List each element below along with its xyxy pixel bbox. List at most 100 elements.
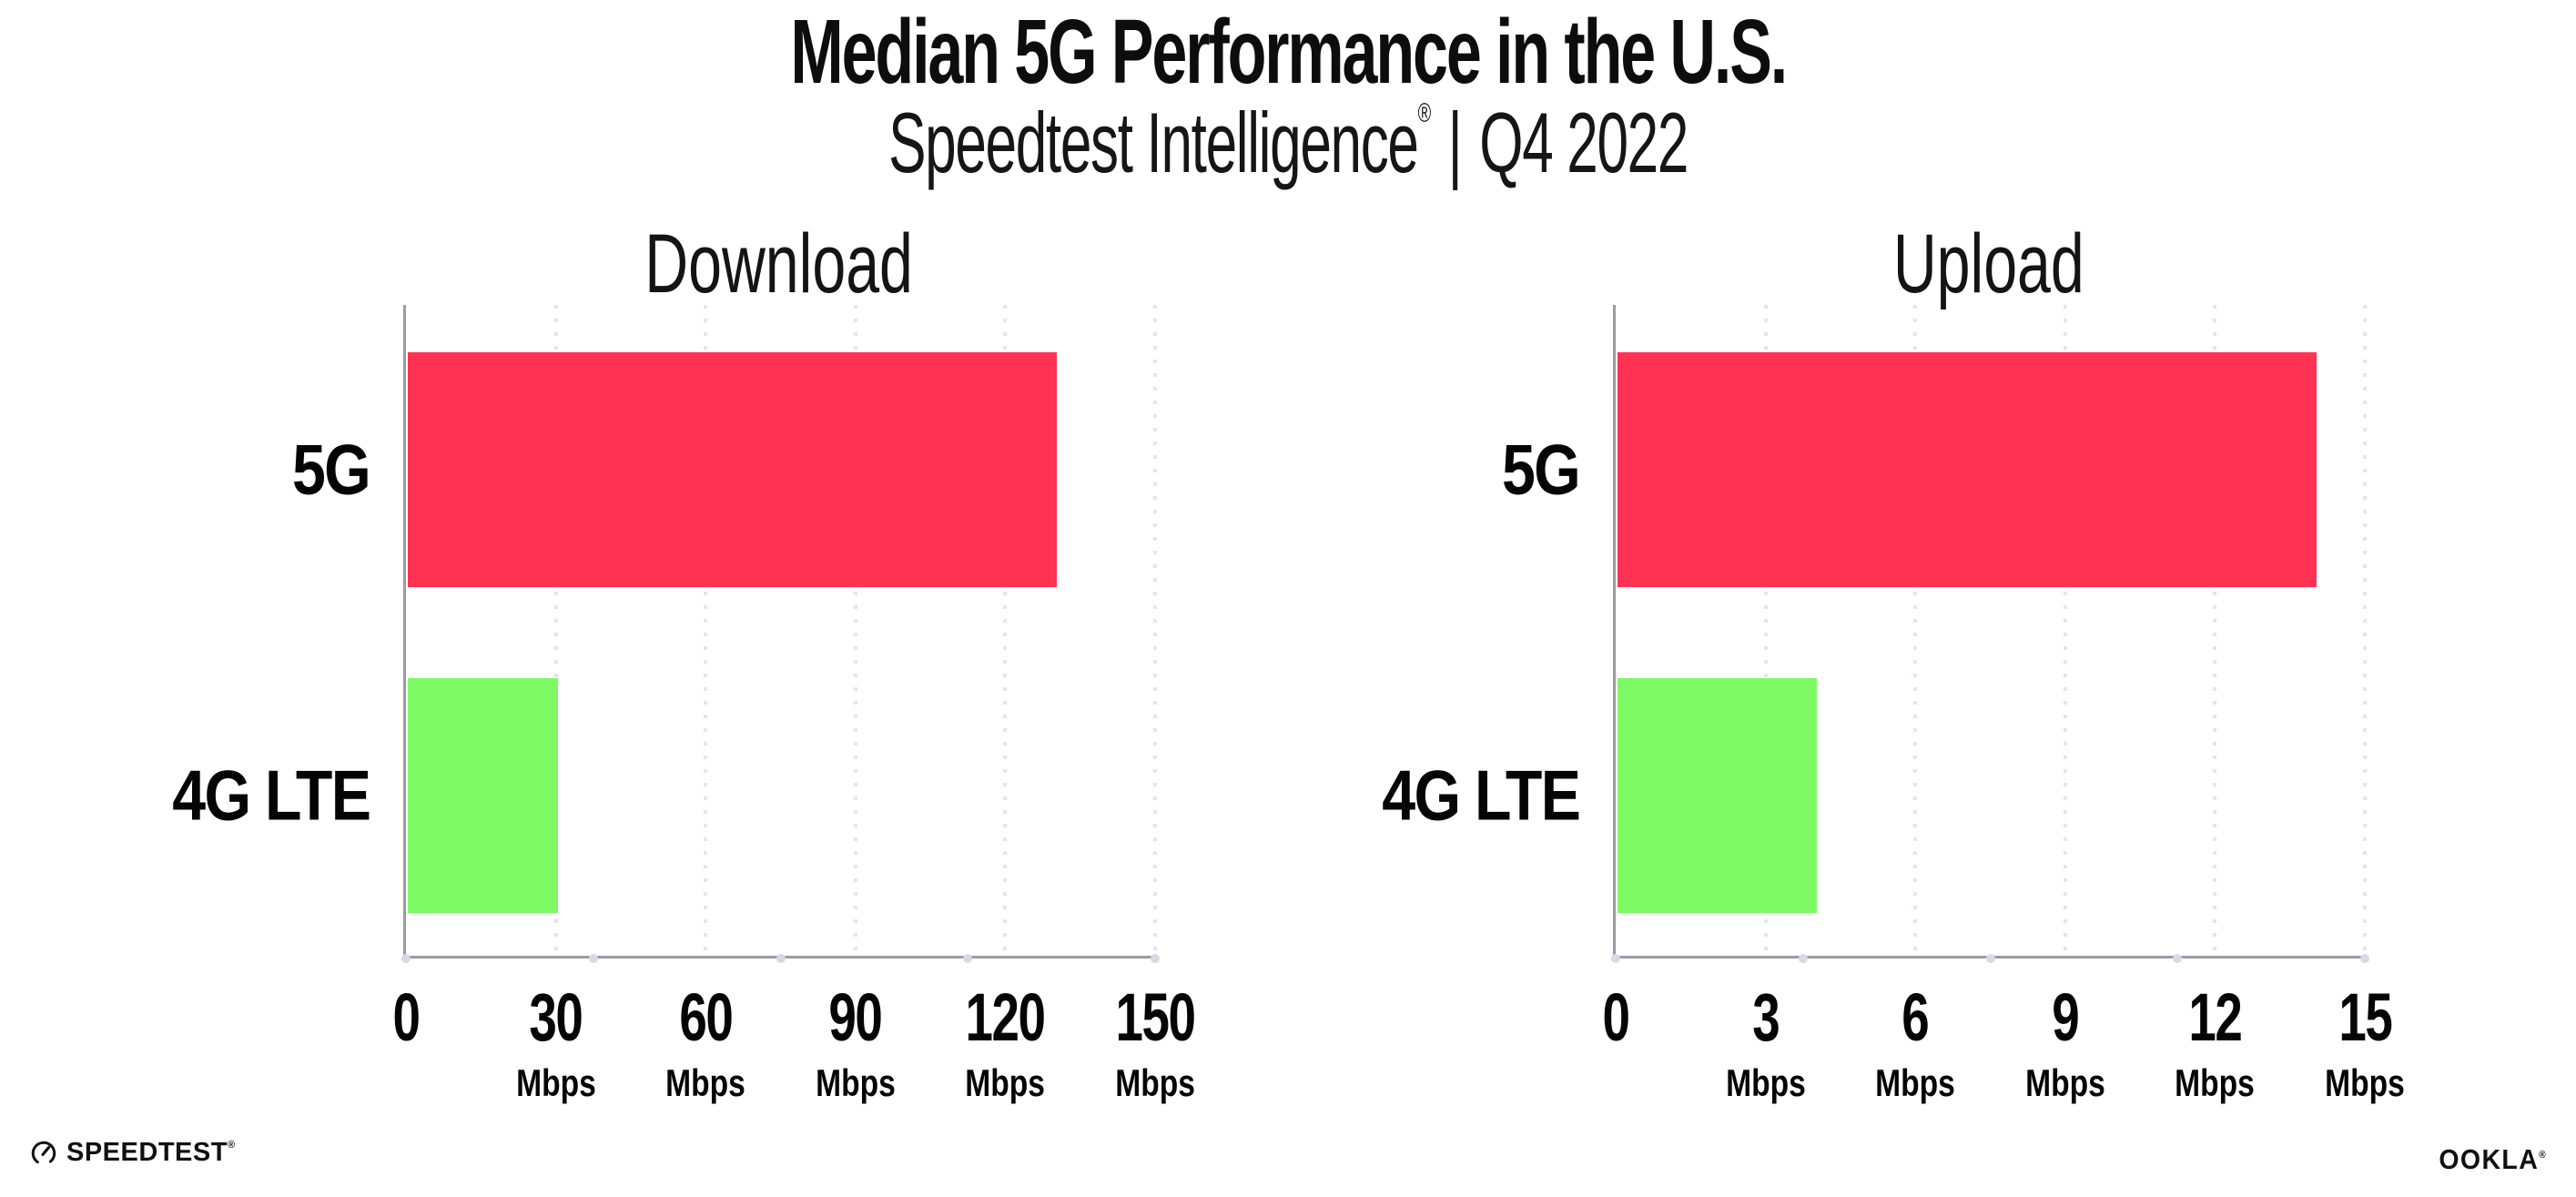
bar-4g-lte (408, 678, 558, 913)
x-tick-value-text: 12 (2188, 979, 2242, 1055)
x-tick-9: 9 Mbps (2015, 984, 2115, 1102)
ookla-wordmark: OOKLA® (2439, 1143, 2547, 1175)
bar-5g (1618, 352, 2317, 587)
category-label-text: 5G (1501, 429, 1581, 510)
gridline-90-mbps (853, 305, 857, 956)
x-tick-15: 15 Mbps (2315, 984, 2415, 1102)
bar-4g-lte (1618, 678, 1818, 913)
bar-5g (408, 352, 1058, 587)
x-tick-value-text: 0 (1602, 979, 1630, 1055)
x-tick-6: 6 Mbps (1865, 984, 1965, 1102)
x-tick-value: 6 (1865, 984, 1965, 1051)
speedtest-registered-mark: ® (227, 1140, 236, 1151)
x-tick-60: 60 Mbps (655, 984, 756, 1102)
download-chart-title: Download (644, 218, 914, 310)
speedtest-logo: SPEEDTEST® (30, 1138, 236, 1168)
x-tick-value-text: 0 (392, 979, 421, 1055)
x-tick-value: 3 (1716, 984, 1816, 1051)
category-label-text: 5G (291, 429, 371, 510)
x-tick-unit-text: Mbps (1725, 1061, 1806, 1104)
x-axis-tick-dot (2360, 954, 2369, 963)
x-axis-tick-dot (401, 954, 411, 963)
gridline-30-mbps (553, 305, 558, 956)
gridline-9-mbps (2063, 305, 2067, 956)
x-tick-value: 30 (506, 984, 606, 1051)
x-tick-unit-text: Mbps (815, 1061, 896, 1104)
header: Median 5G Performance in the U.S. Speedt… (0, 5, 2576, 188)
x-tick-unit-text: Mbps (665, 1061, 746, 1104)
x-tick-unit-text: Mbps (515, 1061, 596, 1104)
x-tick-unit: Mbps (952, 1064, 1059, 1102)
category-label-text: 4G LTE (1382, 755, 1581, 836)
x-tick-value: 0 (1597, 984, 1633, 1051)
page-subtitle: Speedtest Intelligence® | Q4 2022 (0, 98, 2576, 188)
speedtest-gauge-icon (30, 1140, 57, 1167)
subtitle-brand: Speedtest Intelligence (888, 95, 1419, 190)
gridline-6-mbps (1913, 305, 1918, 956)
x-tick-unit-text: Mbps (1875, 1061, 1956, 1104)
x-tick-value-text: 60 (679, 979, 733, 1055)
page-subtitle-text: Speedtest Intelligence® | Q4 2022 (888, 95, 1689, 190)
x-tick-3: 3 Mbps (1716, 984, 1816, 1102)
x-tick-value-text: 30 (529, 979, 583, 1055)
x-tick-unit-text: Mbps (1115, 1061, 1195, 1104)
upload-chart-title: Upload (1893, 218, 2084, 310)
x-tick-0: 0 (1597, 984, 1633, 1051)
x-axis-tick-dot (1798, 954, 1808, 963)
page-title-text: Median 5G Performance in the U.S. (790, 1, 1788, 103)
x-tick-value: 90 (806, 984, 906, 1051)
x-tick-unit-text: Mbps (2175, 1061, 2256, 1104)
x-tick-value: 9 (2015, 984, 2115, 1051)
gridline-12-mbps (2213, 305, 2217, 956)
x-tick-value-text: 15 (2338, 979, 2392, 1055)
ookla-logo: OOKLA® (2429, 1143, 2547, 1176)
x-axis-tick-dot (963, 954, 973, 963)
x-tick-unit: Mbps (806, 1064, 906, 1102)
x-tick-unit: Mbps (2165, 1064, 2266, 1102)
upload-chart-plot: 5G 4G LTE 0 3 Mbps 6 Mbps 9 Mbps 12 Mbps 15 Mbps (1382, 305, 2405, 1102)
x-tick-value: 0 (388, 984, 423, 1051)
x-tick-value: 120 (952, 984, 1059, 1051)
category-label-5g: 5G (1488, 429, 1581, 512)
category-label-4g-lte: 4G LTE (137, 755, 371, 837)
x-tick-unit: Mbps (506, 1064, 606, 1102)
category-label-text: 4G LTE (172, 755, 371, 836)
x-tick-unit-text: Mbps (2325, 1061, 2405, 1104)
subtitle-separator: | (1447, 95, 1463, 190)
x-tick-value-text: 3 (1752, 979, 1780, 1055)
x-tick-unit: Mbps (2315, 1064, 2415, 1102)
x-tick-unit: Mbps (655, 1064, 756, 1102)
x-tick-30: 30 Mbps (506, 984, 606, 1102)
x-tick-value-text: 90 (828, 979, 883, 1055)
x-tick-unit: Mbps (1101, 1064, 1208, 1102)
registered-mark: ® (1417, 98, 1432, 128)
page-title: Median 5G Performance in the U.S. (0, 5, 2576, 98)
x-tick-value: 150 (1101, 984, 1208, 1051)
x-tick-value-text: 120 (965, 979, 1046, 1055)
x-tick-value-text: 6 (1902, 979, 1930, 1055)
x-tick-unit: Mbps (1716, 1064, 1816, 1102)
x-axis-tick-dot (1985, 954, 1995, 963)
gridline-120-mbps (1003, 305, 1008, 956)
x-tick-unit: Mbps (2015, 1064, 2115, 1102)
gridline-150-mbps (1153, 305, 1157, 956)
x-tick-unit-text: Mbps (2024, 1061, 2105, 1104)
gridline-15-mbps (2363, 305, 2367, 956)
download-chart-plot: 5G 4G LTE 0 30 Mbps 60 Mbps 90 Mbps 120 Mbps 150 Mbp… (172, 305, 1196, 1102)
x-axis-tick-dot (588, 954, 598, 963)
x-tick-value: 15 (2315, 984, 2415, 1051)
gridline-3-mbps (1763, 305, 1768, 956)
speedtest-wordmark: SPEEDTEST® (66, 1138, 236, 1167)
x-tick-150: 150 Mbps (1101, 984, 1208, 1102)
x-tick-0: 0 (388, 984, 423, 1051)
x-axis-tick-dot (1151, 954, 1160, 963)
x-axis-tick-dot (2173, 954, 2183, 963)
subtitle-quarter: Q4 2022 (1479, 95, 1689, 190)
x-axis-tick-dot (1611, 954, 1620, 963)
gridline-60-mbps (704, 305, 708, 956)
x-tick-unit-text: Mbps (965, 1061, 1046, 1104)
x-axis-tick-dot (776, 954, 786, 963)
x-tick-value: 60 (655, 984, 756, 1051)
x-tick-unit: Mbps (1865, 1064, 1965, 1102)
